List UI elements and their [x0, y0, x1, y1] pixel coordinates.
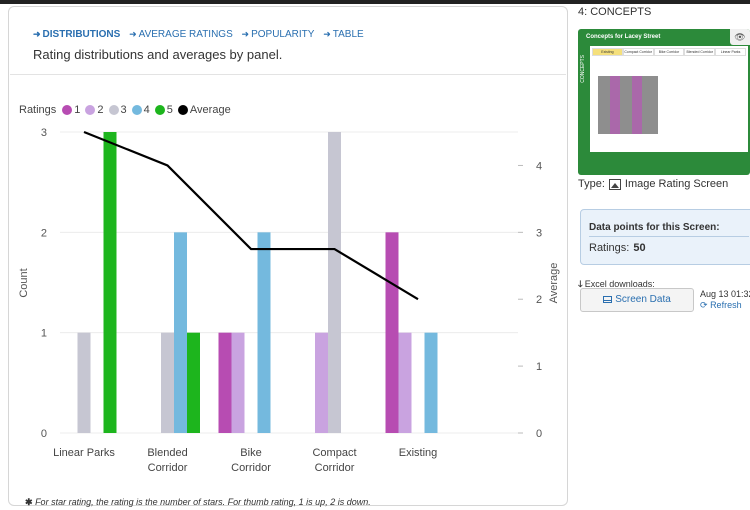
data-points-box: Data points for this Screen: Ratings: 50: [580, 209, 750, 265]
screen-thumbnail[interactable]: Concepts for Lacey Street 👁 CONCEPTS Exi…: [578, 29, 750, 175]
x-tick-label: Compact: [312, 447, 356, 459]
footnote: ✱ For star rating, the rating is the num…: [25, 497, 371, 508]
screen-data-button[interactable]: Screen Data: [580, 288, 694, 312]
arrow-right-icon: ➜: [129, 29, 137, 39]
refresh-icon: ⟳: [700, 300, 708, 310]
bar-bike-corridor-rating-1: [218, 332, 232, 433]
screen-type: Type: Image Rating Screen: [578, 178, 728, 190]
thumbnail-header: Concepts for Lacey Street: [586, 34, 661, 40]
type-label: Type:: [578, 178, 605, 190]
arrow-right-icon: ➜: [323, 29, 331, 39]
thumbnail-tab: Blended Corridor: [684, 48, 716, 56]
legend-dot-icon: [108, 105, 119, 115]
thumbnail-tab: Compact Corridor: [622, 48, 654, 56]
legend-dot-icon: [62, 105, 73, 115]
y-axis-title: Count: [18, 268, 30, 297]
chart-panel: ➜ DISTRIBUTIONS ➜ AVERAGE RATINGS ➜ POPULAR…: [8, 6, 568, 508]
thumbnail-street-image: [598, 76, 658, 134]
legend-item-5[interactable]: 5: [154, 104, 173, 116]
tab-average-ratings[interactable]: ➜ AVERAGE RATINGS: [129, 29, 233, 40]
average-line: [83, 130, 419, 301]
y-tick-label: 1: [41, 328, 47, 340]
x-tick-label: Corridor: [148, 462, 188, 474]
x-tick-label: Existing: [399, 447, 438, 459]
tab-popularity[interactable]: ➜ POPULARITY: [241, 29, 315, 40]
x-tick-label: Corridor: [315, 462, 355, 474]
footnote-text: For star rating, the rating is the numbe…: [35, 497, 371, 507]
y2-tick-label: 3: [536, 227, 542, 239]
refresh-link[interactable]: ⟳ Refresh: [700, 300, 742, 310]
legend-item-4[interactable]: 4: [131, 104, 150, 116]
legend-item-1[interactable]: 1: [62, 104, 80, 116]
y2-tick-label: 1: [536, 361, 542, 373]
download-arrow-icon: 🡓: [578, 279, 583, 289]
tab-distributions[interactable]: ➜ DISTRIBUTIONS: [33, 29, 121, 40]
legend-dot-icon: [85, 105, 96, 115]
thumbnail-footer-bar: [590, 152, 748, 162]
arrow-right-icon: ➜: [241, 29, 250, 39]
asterisk-icon: ✱: [25, 497, 33, 507]
x-tick-label: Bike: [240, 447, 261, 459]
bar-existing-rating-2: [398, 332, 412, 433]
x-tick-label: Blended: [147, 447, 187, 459]
bar-blended-corridor-rating-4: [174, 232, 187, 433]
download-date: Aug 13 01:32: [700, 289, 750, 299]
legend-dot-icon: [177, 105, 188, 115]
legend-item-2[interactable]: 2: [85, 104, 104, 116]
bar-blended-corridor-rating-3: [161, 332, 174, 433]
y2-axis-title: Average: [548, 263, 560, 304]
y-tick-label: 2: [41, 227, 47, 239]
panel-subtitle: Rating distributions and averages by pan…: [33, 47, 283, 62]
view-tabs: ➜ DISTRIBUTIONS ➜ AVERAGE RATINGS ➜ POPULAR…: [33, 29, 370, 40]
legend-item-average[interactable]: Average: [177, 104, 231, 116]
top-bar: [0, 0, 750, 4]
bar-bike-corridor-rating-4: [257, 232, 271, 433]
screen-sidebar: 4: CONCEPTS Concepts for Lacey Street 👁 …: [578, 6, 750, 312]
distribution-chart: 0 1 2 3 0 1 2 3 4 Count Average Linear Parks Blended…: [18, 127, 560, 474]
bar-existing-rating-1: [385, 232, 399, 433]
thumbnail-tab: Bike Corridor: [653, 48, 685, 56]
bar-compact-corridor-rating-3: [328, 132, 341, 433]
divider: [10, 74, 566, 75]
bar-blended-corridor-rating-5: [187, 332, 200, 433]
legend-dot-icon: [131, 105, 142, 115]
legend-dot-icon: [154, 105, 165, 115]
divider: [589, 236, 749, 237]
x-tick-label: Linear Parks: [53, 447, 115, 459]
bar-linear-parks-rating-5: [103, 132, 117, 433]
tab-table[interactable]: ➜ TABLE: [323, 29, 364, 40]
thumbnail-side-label: CONCEPTS: [580, 55, 586, 83]
table-icon: [603, 296, 613, 303]
thumbnail-tab: Existing: [592, 48, 623, 56]
legend-item-3[interactable]: 3: [108, 104, 127, 116]
y2-tick-label: 0: [536, 428, 542, 440]
bar-bike-corridor-rating-2: [231, 332, 245, 433]
concept-title: 4: CONCEPTS: [578, 6, 652, 18]
y2-tick-label: 2: [536, 294, 542, 306]
thumbnail-tab: Linear Parks: [715, 48, 746, 56]
y-tick-label: 0: [41, 428, 47, 440]
thumbnail-tabs: Existing Compact Corridor Bike Corridor …: [592, 48, 746, 56]
arrow-right-icon: ➜: [33, 29, 41, 39]
y-tick-label: 3: [41, 127, 47, 139]
legend-title: Ratings: [19, 104, 57, 116]
bar-existing-rating-4: [424, 332, 438, 433]
x-tick-label: Corridor: [231, 462, 271, 474]
thumbnail-body: Existing Compact Corridor Bike Corridor …: [590, 46, 748, 162]
bar-compact-corridor-rating-2: [315, 332, 328, 433]
excel-downloads-label: 🡓 Excel downloads:: [578, 279, 655, 289]
y2-tick-label: 4: [536, 160, 542, 172]
eye-icon[interactable]: 👁: [730, 29, 750, 45]
data-points-title: Data points for this Screen:: [589, 222, 720, 233]
ratings-count: Ratings: 50: [589, 242, 646, 254]
chart-legend: Ratings 1 2 3 4 5 Average: [19, 104, 236, 116]
bar-linear-parks-rating-3: [77, 332, 91, 433]
image-icon: [608, 178, 621, 190]
type-value: Image Rating Screen: [624, 178, 729, 190]
